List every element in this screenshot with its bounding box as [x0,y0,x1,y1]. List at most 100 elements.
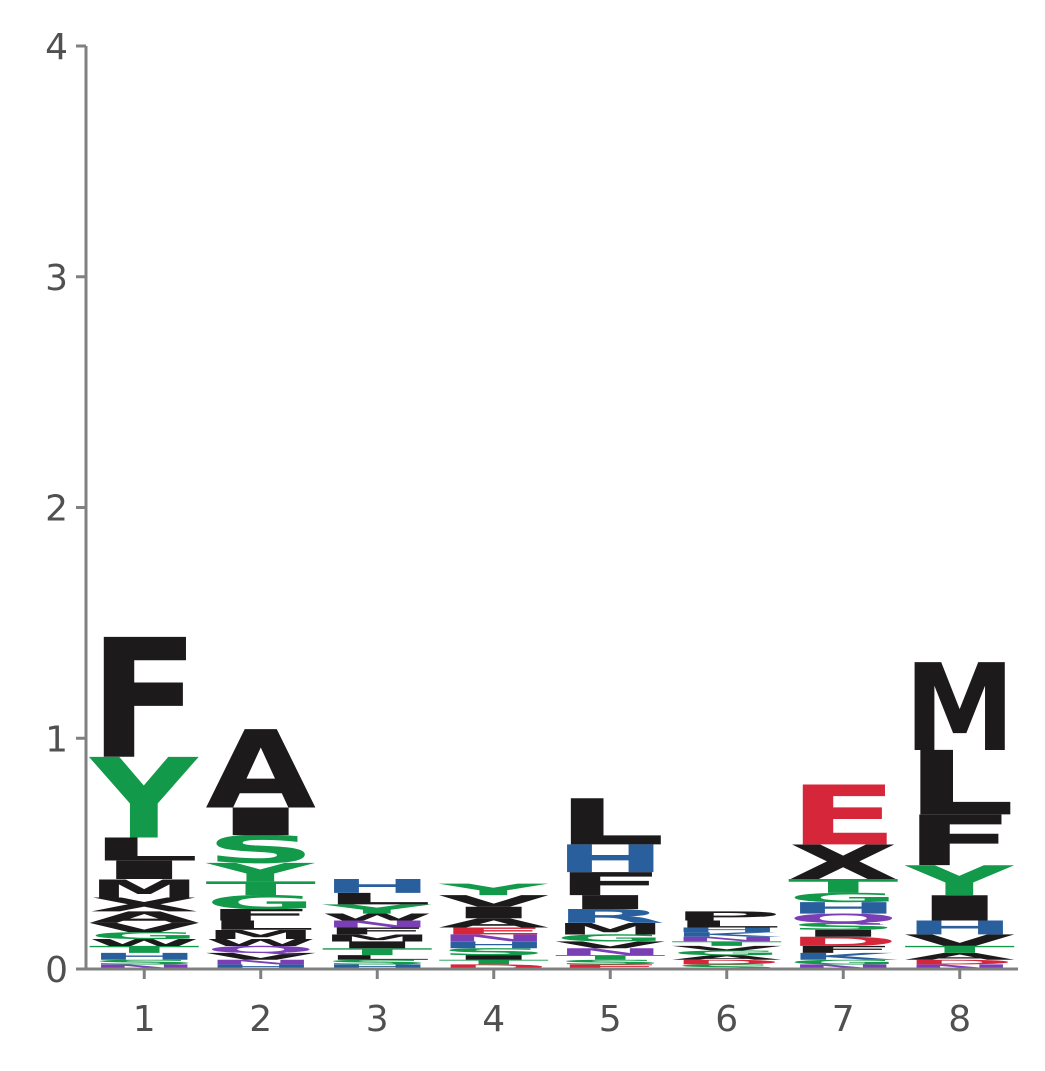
logo-letter-V: V [89,920,200,935]
logo-letter-S: S [322,959,433,966]
logo-letter-H: H [205,963,316,970]
logo-letter-T: T [438,959,549,966]
logo-letter-E: E [438,926,549,937]
y-tick-label: 2 [45,489,68,530]
logo-letter-I: I [904,888,1015,929]
logo-letter-N: N [89,963,200,970]
logo-letter-G: G [788,958,899,965]
logo-letter-L: L [555,786,666,860]
logo-letter-I: I [438,954,549,961]
logo-letter-S: S [788,921,899,932]
logo-letter-H: H [555,837,666,881]
x-tick-label: 8 [948,999,971,1040]
logo-letter-Y: Y [437,881,549,899]
logo-letter-A: A [205,708,316,833]
logo-letter-N: N [205,959,316,966]
logo-letter-H: H [322,963,433,970]
logo-letter-D: D [904,959,1015,966]
x-axis-ticks: 1 2 3 4 5 6 7 8 [133,969,971,1040]
x-tick-label: 3 [366,999,389,1040]
logo-letter-S: S [555,959,666,966]
x-tick-label: 2 [249,999,272,1040]
logo-letter-G: G [555,932,666,943]
logo-letter-H: H [89,951,200,962]
logo-letter-A: A [438,916,549,931]
logo-letter-N: N [671,936,782,943]
logo-letter-L: L [904,732,1015,835]
y-tick-label: 0 [45,950,68,991]
x-tick-label: 1 [133,999,156,1040]
logo-letter-Y: Y [321,902,432,917]
y-tick-label: 4 [45,27,68,68]
logo-letter-N: N [555,946,666,957]
logo-letter-G: G [788,890,899,905]
logo-letter-V: V [904,931,1015,949]
logo-letter-F: F [788,944,899,955]
logo-letter-M: M [555,920,666,939]
logo-letter-M: M [322,933,433,944]
logo-letter-T: T [555,954,666,961]
logo-letter-Y: Y [903,857,1015,905]
logo-letter-T: T [205,878,316,900]
y-tick-label: 1 [45,719,68,760]
logo-letter-N: N [788,963,899,970]
logo-letter-E: E [788,769,899,864]
x-tick-label: 7 [832,999,855,1040]
logo-letter-H: H [438,940,549,951]
logo-letter-G: G [205,891,316,913]
logo-letter-G: G [671,949,782,956]
logo-letter-G: G [89,930,200,941]
logo-letter-L: L [322,890,433,908]
logo-letter-T: T [671,940,782,947]
logo-letter-H: H [788,899,899,917]
logo-letter-I: I [322,939,433,950]
logo-letter-F: F [89,606,200,796]
logo-letter-I: I [555,891,666,913]
logo-letter-V: V [438,892,549,910]
logo-letter-I: I [438,904,549,922]
x-tick-label: 4 [482,999,505,1040]
logo-letter-Y: Y [204,858,316,887]
logo-letter-X: X [788,836,899,891]
logo-letter-F: F [205,906,316,924]
logo-letter-L: L [322,954,433,961]
logo-letter-W: W [205,937,316,948]
logo-letter-I: I [788,928,899,939]
logo-letter-F: F [904,801,1015,882]
logo-letter-L: L [205,918,316,933]
logo-letter-A: A [89,908,200,926]
logo-letter-P: P [671,909,782,924]
logo-letter-S: S [671,963,782,970]
logo-letter-V: V [671,945,782,952]
logo-letter-K: K [671,931,781,938]
logo-letter-V: V [555,939,666,950]
logo-letter-R: R [555,905,666,927]
logo-letter-D: D [788,934,899,949]
logo-letter-S: S [438,946,549,957]
logo-letter-T: T [904,944,1015,955]
letter-stacks: NSHTWGVAXMILYFHNVQWMLFGTYSIAHSLTIMFNWYLH… [88,606,1015,971]
logo-letter-S: S [89,959,200,966]
logo-letter-Y: Y [88,735,199,864]
logo-letter-E: E [555,963,666,970]
logo-letter-D: D [438,963,549,970]
logo-letter-N: N [904,963,1015,970]
logo-letter-Q: Q [788,911,899,926]
logo-letter-S: S [205,828,316,872]
logo-letter-I: I [205,800,316,844]
logo-letter-T: T [788,875,899,897]
x-tick-label: 5 [599,999,622,1040]
logo-letter-K: K [788,951,898,962]
x-tick-label: 6 [715,999,738,1040]
logo-letter-H: H [904,917,1015,939]
logo-letter-H: H [671,926,782,933]
logo-letter-Q: Q [205,944,316,955]
